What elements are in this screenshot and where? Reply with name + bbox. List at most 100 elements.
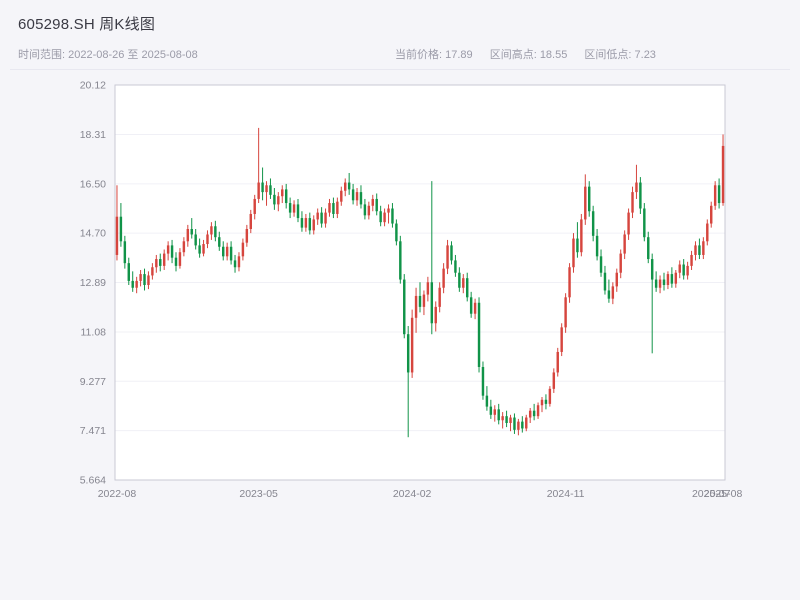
candle-body bbox=[414, 295, 418, 318]
candle-body bbox=[540, 399, 544, 406]
candle-body bbox=[395, 223, 398, 242]
candle-body bbox=[595, 235, 599, 257]
candle-body bbox=[458, 272, 461, 288]
candle-body bbox=[332, 203, 335, 214]
candle-body bbox=[662, 279, 666, 286]
candle-body bbox=[509, 417, 512, 424]
candle-body bbox=[497, 409, 500, 421]
page-title: 605298.SH 周K线图 bbox=[18, 16, 156, 33]
candle-body bbox=[505, 416, 508, 424]
candle-body bbox=[269, 185, 272, 195]
candle-body bbox=[599, 256, 603, 273]
candle-body bbox=[190, 228, 193, 235]
candle-body bbox=[324, 212, 327, 224]
candle-body bbox=[670, 274, 674, 284]
candle-body bbox=[690, 254, 693, 266]
candle-body bbox=[422, 294, 426, 307]
candle-body bbox=[288, 203, 292, 213]
candle-body bbox=[647, 237, 650, 260]
candle-body bbox=[591, 211, 595, 236]
candle-body bbox=[466, 278, 469, 298]
candle-body bbox=[214, 226, 217, 238]
candle-body bbox=[564, 297, 567, 328]
candle-body bbox=[442, 268, 445, 288]
candle-body bbox=[355, 192, 359, 201]
candle-body bbox=[627, 212, 630, 235]
candle-body bbox=[717, 185, 721, 204]
x-tick-label: 2025-07 bbox=[692, 488, 731, 500]
candle-body bbox=[572, 238, 575, 268]
candle-body bbox=[371, 198, 374, 206]
candle-body bbox=[127, 263, 130, 281]
candle-body bbox=[694, 245, 697, 255]
candle-body bbox=[588, 186, 591, 212]
candle-body bbox=[363, 204, 367, 216]
candle-body bbox=[210, 226, 213, 235]
meta-row: 时间范围: 2022-08-26 至 2025-08-08 当前价格: 17.8… bbox=[0, 46, 800, 64]
candle-body bbox=[336, 201, 339, 214]
candle-body bbox=[521, 421, 524, 429]
candle-body bbox=[249, 213, 252, 229]
candle-body bbox=[194, 234, 197, 246]
candle-body bbox=[552, 372, 556, 389]
candle-body bbox=[300, 218, 304, 228]
candle-body bbox=[115, 216, 119, 255]
candle-body bbox=[123, 241, 127, 264]
candle-body bbox=[710, 205, 713, 224]
candle-body bbox=[375, 198, 378, 212]
candle-body bbox=[292, 204, 296, 213]
candle-body bbox=[304, 218, 308, 228]
candle-body bbox=[666, 274, 670, 286]
candle-body bbox=[682, 264, 685, 276]
candle-body bbox=[418, 295, 422, 307]
candle-body bbox=[410, 317, 414, 373]
candle-body bbox=[426, 282, 430, 295]
candle-body bbox=[151, 267, 154, 276]
candle-body bbox=[379, 211, 382, 223]
candle-body bbox=[241, 242, 245, 257]
candle-body bbox=[434, 306, 437, 324]
current-price-label: 当前价格: 17.89 bbox=[395, 49, 473, 61]
candle-body bbox=[556, 351, 559, 373]
y-tick-label: 5.664 bbox=[80, 475, 106, 487]
y-tick-label: 16.50 bbox=[80, 178, 106, 190]
candle-body bbox=[131, 280, 134, 288]
candle-body bbox=[698, 245, 701, 255]
candle-body bbox=[159, 259, 162, 266]
candle-body bbox=[296, 204, 300, 219]
candle-body bbox=[489, 406, 493, 415]
candle-body bbox=[308, 218, 312, 231]
y-tick-label: 7.471 bbox=[80, 425, 106, 437]
candle-body bbox=[387, 208, 390, 213]
candle-body bbox=[186, 228, 190, 242]
candle-body bbox=[650, 259, 654, 280]
y-tick-label: 11.08 bbox=[81, 327, 107, 339]
candle-body bbox=[139, 274, 142, 281]
candle-body bbox=[229, 246, 233, 261]
candle-body bbox=[284, 189, 288, 204]
candle-body bbox=[615, 272, 618, 287]
candle-body bbox=[635, 182, 638, 193]
candle-body bbox=[560, 327, 563, 352]
candle-body bbox=[403, 279, 406, 335]
candle-body bbox=[316, 212, 319, 220]
candle-body bbox=[513, 417, 516, 430]
candle-body bbox=[619, 253, 622, 273]
time-range-label: 时间范围: 2022-08-26 至 2025-08-08 bbox=[18, 49, 198, 61]
candle-body bbox=[399, 241, 402, 280]
candle-body bbox=[536, 405, 540, 417]
candle-body bbox=[170, 245, 174, 258]
candle-body bbox=[245, 228, 249, 243]
candle-body bbox=[198, 245, 201, 254]
candle-body bbox=[261, 182, 264, 193]
candle-body bbox=[603, 272, 607, 291]
y-tick-label: 12.89 bbox=[80, 277, 106, 289]
candle-body bbox=[525, 417, 528, 429]
y-tick-label: 20.12 bbox=[80, 80, 106, 92]
candle-body bbox=[328, 203, 331, 213]
candle-body bbox=[517, 421, 520, 430]
candle-body bbox=[706, 223, 709, 242]
candle-body bbox=[178, 252, 182, 266]
candle-body bbox=[119, 216, 123, 242]
